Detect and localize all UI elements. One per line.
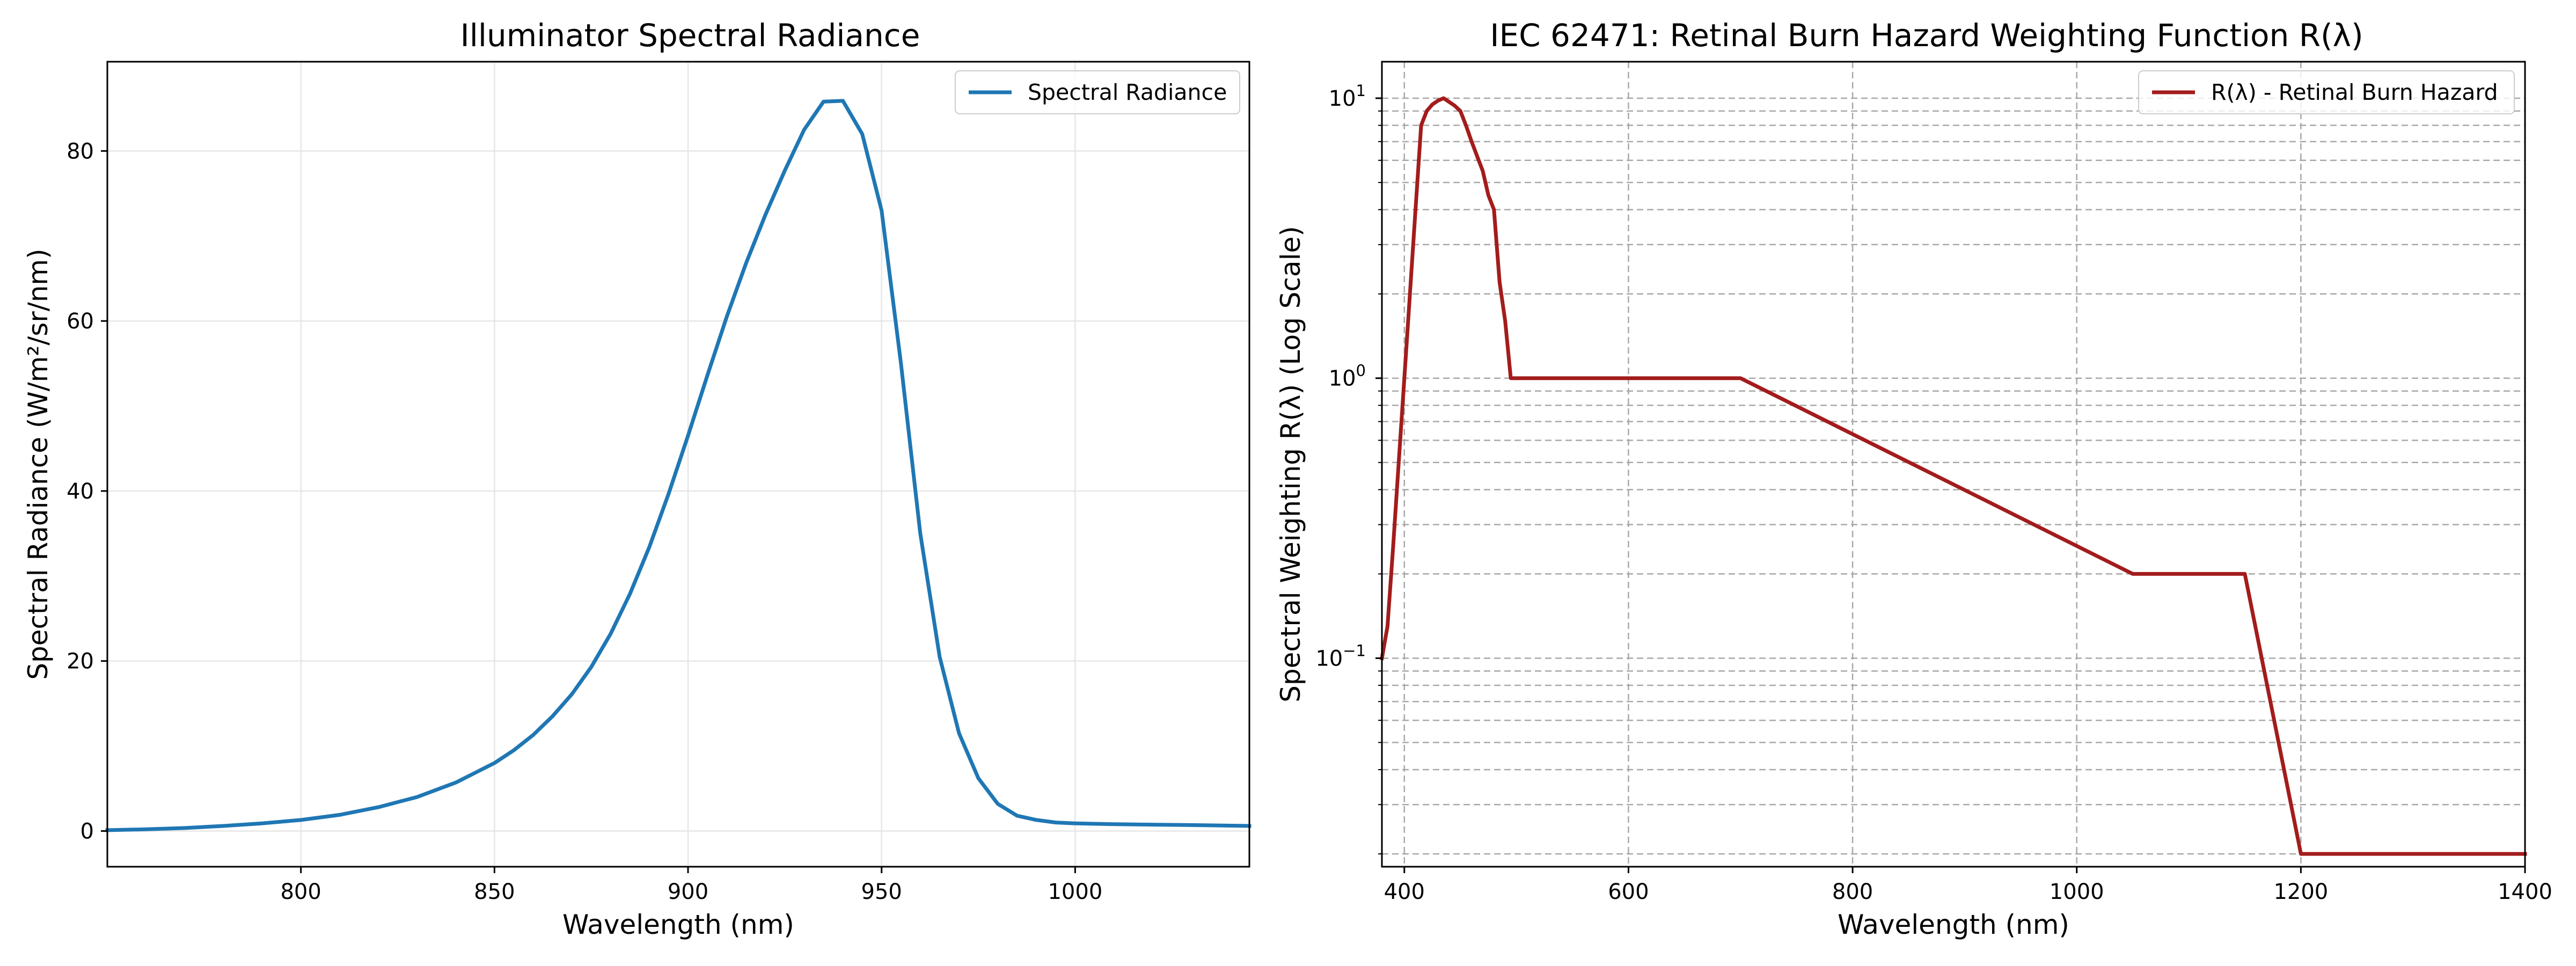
legend: R(λ) - Retinal Burn Hazard — [2138, 70, 2515, 114]
chart-title: Illuminator Spectral Radiance — [460, 17, 920, 54]
legend-box — [2138, 70, 2515, 114]
y-ticks: 0 20 40 60 80 — [67, 139, 107, 844]
plot-frame — [1381, 61, 2526, 868]
grid — [107, 62, 1249, 867]
x-axis-label: Wavelength (nm) — [1838, 909, 2069, 940]
legend-box — [955, 70, 1240, 114]
y-tick-label: 60 — [67, 309, 94, 334]
y-axis-label: Spectral Radiance (W/m²/sr/nm) — [23, 248, 54, 679]
x-tick-label: 800 — [280, 880, 321, 904]
y-tick-label: 40 — [67, 479, 94, 504]
legend-label: Spectral Radiance — [1028, 79, 1227, 105]
x-tick-label: 400 — [1384, 880, 1425, 904]
x-tick-label: 1000 — [1048, 880, 1102, 904]
chart-title: IEC 62471: Retinal Burn Hazard Weighting… — [1490, 17, 2363, 54]
series-line — [105, 99, 1252, 832]
series-group — [105, 99, 1252, 832]
spectral-radiance-chart: Illuminator Spectral Radiance 800 850 900 9… — [23, 17, 1252, 940]
series-line — [1379, 96, 2527, 856]
x-tick-label: 1200 — [2273, 880, 2328, 904]
plot-frame — [106, 61, 1250, 868]
legend: Spectral Radiance — [955, 70, 1240, 114]
x-ticks: 800 850 900 950 1000 — [280, 867, 1102, 904]
y-tick-label: 10−1 — [1315, 641, 1366, 671]
y-ticks: 10−1 100 101 — [1315, 82, 1382, 855]
y-tick-label: 80 — [67, 139, 94, 164]
x-ticks: 400 600 800 1000 1200 1400 — [1384, 867, 2552, 904]
x-tick-label: 600 — [1608, 880, 1649, 904]
series-group — [1379, 96, 2527, 856]
y-tick-label: 0 — [80, 819, 94, 844]
grid — [1382, 62, 2526, 867]
x-axis-label: Wavelength (nm) — [562, 909, 794, 940]
retinal-burn-hazard-chart: IEC 62471: Retinal Burn Hazard Weighting… — [1275, 17, 2552, 940]
y-tick-label: 100 — [1329, 362, 1366, 391]
x-tick-label: 1000 — [2050, 880, 2104, 904]
y-axis-label: Spectral Weighting R(λ) (Log Scale) — [1275, 226, 1306, 702]
y-tick-label: 101 — [1329, 82, 1366, 111]
legend-label: R(λ) - Retinal Burn Hazard — [2211, 79, 2498, 105]
x-tick-label: 800 — [1832, 880, 1873, 904]
y-tick-label: 20 — [67, 649, 94, 674]
x-tick-label: 850 — [474, 880, 515, 904]
x-tick-label: 1400 — [2498, 880, 2552, 904]
x-tick-label: 900 — [668, 880, 708, 904]
x-tick-label: 950 — [861, 880, 902, 904]
